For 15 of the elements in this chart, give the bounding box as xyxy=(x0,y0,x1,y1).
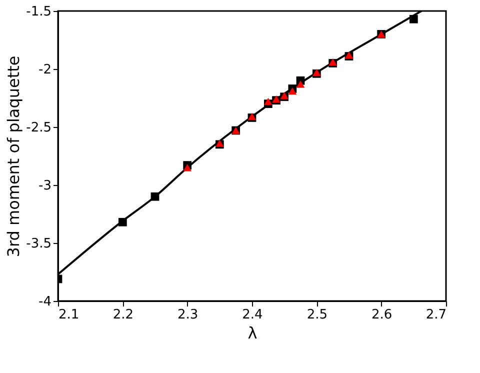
y-tick-label: -2 xyxy=(38,62,52,78)
x-tick-label: 2.3 xyxy=(177,308,198,322)
x-axis-title: λ xyxy=(248,324,258,342)
x-tick-label: 2.5 xyxy=(306,308,328,322)
y-tick-label: -3.5 xyxy=(26,236,52,252)
x-tick-label: 2.1 xyxy=(58,308,80,322)
y-tick-label: -3 xyxy=(38,178,52,194)
x-tick-label: 2.7 xyxy=(426,308,446,322)
y-tick-label: -4 xyxy=(38,294,52,310)
y-tick-label: -1.5 xyxy=(26,4,52,20)
y-tick-label: -2.5 xyxy=(26,120,52,136)
x-tick-label: 2.2 xyxy=(112,308,134,322)
y-axis-title: 3rd moment of plaquette xyxy=(4,56,24,258)
x-tick-label: 2.6 xyxy=(371,308,392,322)
x-tick-label: 2.4 xyxy=(242,308,263,322)
